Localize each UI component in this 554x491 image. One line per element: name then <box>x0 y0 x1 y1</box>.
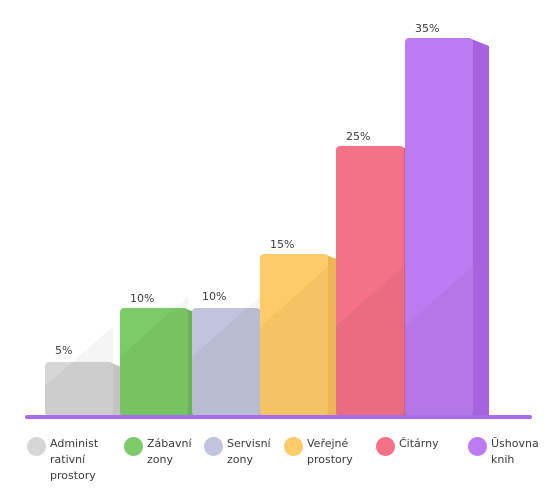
legend-label: Servisní zony <box>227 437 271 466</box>
legend-item-ushovna-knih: Ūshovna knih <box>468 436 539 468</box>
value-label-2: 10% <box>130 292 154 305</box>
bar-shading <box>405 266 473 416</box>
bar-shading <box>45 326 113 416</box>
bar-shading <box>192 296 260 416</box>
value-label-1: 5% <box>55 344 72 357</box>
bar-side-face <box>469 38 489 416</box>
legend-swatch <box>124 437 143 456</box>
legend-swatch <box>468 437 487 456</box>
bar-shading <box>260 266 328 416</box>
bar-front-face <box>192 308 260 416</box>
bar-6 <box>405 38 489 416</box>
legend-swatch <box>284 437 303 456</box>
legend-swatch <box>376 437 395 456</box>
legend-item-administrativni-prostory: Administ rativní prostory <box>27 436 98 484</box>
value-label-3: 10% <box>202 290 226 303</box>
legend-label: Veřejné prostory <box>307 437 353 466</box>
legend-label: Čitárny <box>399 437 439 450</box>
value-label-6: 35% <box>415 22 439 35</box>
bar-front-face <box>260 254 328 416</box>
bar-front-face <box>120 308 188 416</box>
legend-swatch <box>27 437 46 456</box>
bar-2 <box>120 296 204 416</box>
legend-item-servisni-zony: Servisní zony <box>204 436 271 468</box>
legend-swatch <box>204 437 223 456</box>
bar-1 <box>45 326 129 416</box>
bar-chart: 5% 10% 10% 15% 25% 35% <box>25 22 532 419</box>
bar-shading <box>120 296 188 416</box>
legend-item-zabavni-zony: Zábavní zony <box>124 436 192 468</box>
legend-label: Zábavní zony <box>147 437 192 466</box>
bar-front-face <box>405 38 473 416</box>
legend-label: Administ rativní prostory <box>50 437 99 482</box>
bar-shading <box>336 266 404 416</box>
legend-item-verejne-prostory: Veřejné prostory <box>284 436 353 468</box>
bar-front-face <box>45 362 113 416</box>
value-label-5: 25% <box>346 130 370 143</box>
bar-4 <box>260 254 344 416</box>
legend-item-citarny: Čitárny <box>376 436 439 456</box>
legend: Administ rativní prostory Zábavní zony S… <box>0 436 554 491</box>
value-label-4: 15% <box>270 238 294 251</box>
legend-label: Ūshovna knih <box>491 437 539 466</box>
bar-front-face <box>336 146 404 416</box>
